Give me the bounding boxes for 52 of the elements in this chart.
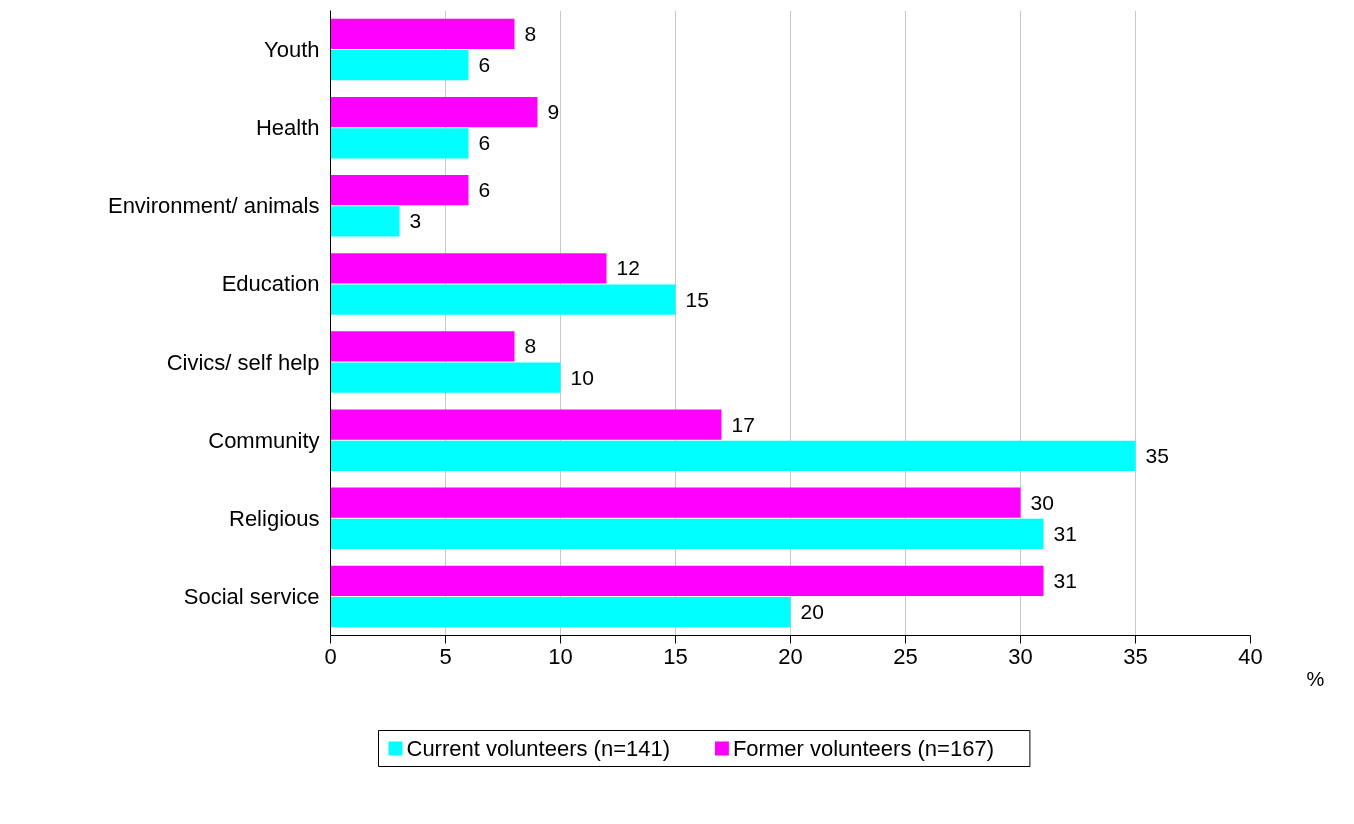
bar [330,206,400,237]
x-axis-title: % [1306,667,1325,690]
bar [330,175,469,206]
bar [330,596,791,628]
bar [330,50,469,81]
x-tick-label: 5 [439,643,452,669]
data-label: 6 [478,131,491,155]
data-label: 8 [524,21,537,45]
y-tick-label: Education [221,271,320,297]
x-tick-label: 40 [1238,643,1263,669]
y-tick-label: Youth [264,37,320,63]
data-label: 9 [547,100,560,124]
data-label: 31 [1053,568,1077,592]
bar [330,128,469,159]
bar [330,362,561,393]
data-label: 17 [731,412,755,436]
x-tick-label: 15 [663,643,688,669]
y-tick-label: Environment/ animals [107,193,320,219]
x-tick-label: 10 [548,643,573,669]
data-label: 3 [409,209,422,233]
bar [330,253,607,284]
data-label: 6 [478,178,491,202]
bar [330,284,676,315]
bar [330,565,1044,596]
y-tick-label: Health [255,115,320,141]
x-tick-label: 30 [1008,643,1033,669]
x-tick-label: 0 [324,643,337,669]
data-label: 15 [685,287,709,311]
bar [330,18,515,50]
bar [330,487,1021,518]
data-label: 31 [1053,521,1077,545]
y-tick-label: Social service [183,583,320,609]
x-tick-label: 20 [778,643,803,669]
bar [330,518,1044,550]
data-label: 20 [800,600,824,624]
legend-label: Former volunteers (n=167) [732,736,994,761]
data-label: 35 [1145,443,1169,467]
y-tick-label: Civics/ self help [166,349,320,375]
data-label: 30 [1030,490,1054,514]
bar [330,96,538,128]
data-label: 12 [616,256,640,280]
bar [330,440,1136,471]
y-tick-label: Religious [229,505,320,531]
data-label: 8 [524,334,537,358]
legend-label: Current volunteers (n=141) [406,736,671,761]
bar [330,409,722,440]
x-tick-label: 35 [1123,643,1148,669]
x-tick-label: 25 [893,643,918,669]
bar [330,331,515,362]
data-label: 6 [478,53,491,77]
y-tick-label: Community [208,427,320,453]
data-label: 10 [570,365,594,389]
